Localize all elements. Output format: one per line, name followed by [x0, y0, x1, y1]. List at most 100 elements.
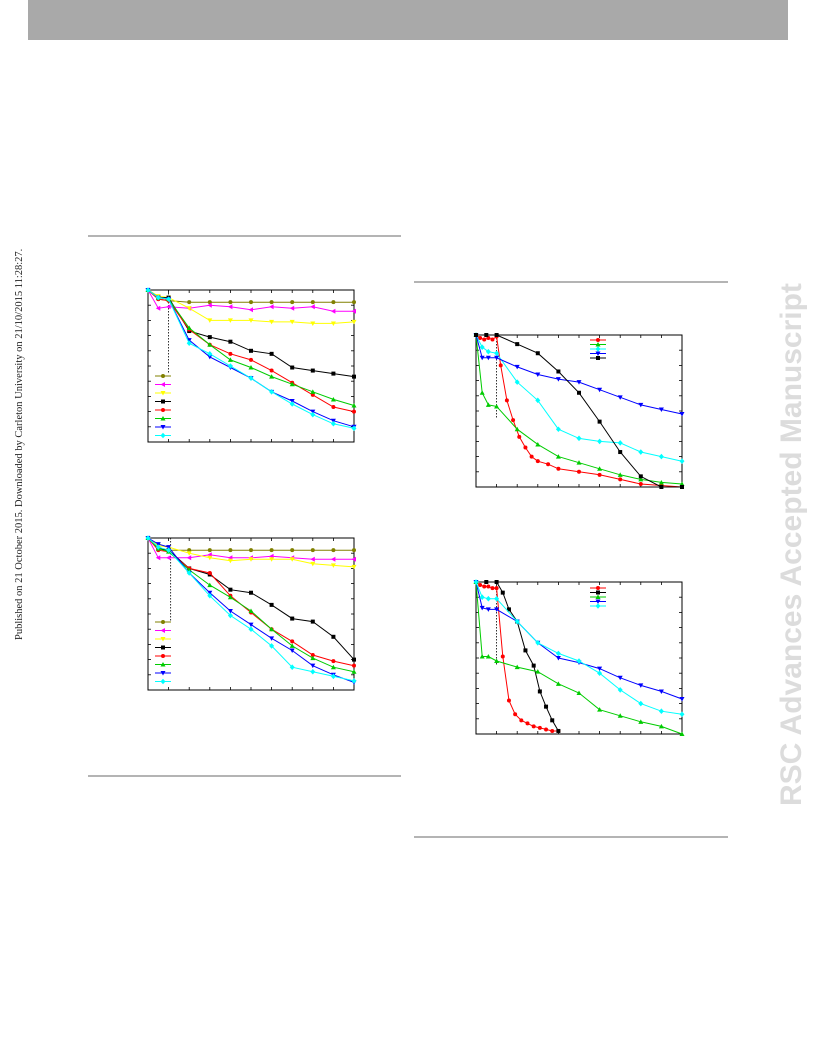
divider-right-bottom [414, 836, 728, 838]
series-0-point-5 [228, 300, 233, 305]
series-2-point-6 [555, 426, 561, 433]
series-1-point-4 [506, 607, 511, 612]
series-0-point-6 [249, 548, 253, 553]
series-4-point-5 [228, 351, 233, 356]
series-4-point-9 [310, 653, 315, 658]
series-1-point-7 [531, 663, 536, 668]
series-1-point-1 [484, 580, 489, 584]
series-2-point-12 [679, 731, 685, 736]
series-2-point-4 [207, 555, 213, 561]
legend-marker-1 [595, 342, 601, 347]
series-0-point-4 [207, 548, 212, 553]
series-0-point-11 [352, 548, 356, 553]
series-2-point-4 [514, 379, 520, 385]
series-1-point-5 [227, 304, 233, 310]
series-0-point-6 [500, 654, 505, 659]
series-5-point-10 [330, 664, 336, 670]
series-0-point-5 [228, 548, 233, 553]
divider-right-top [414, 281, 728, 283]
series-1-point-4 [514, 426, 520, 432]
series-1-point-9 [310, 556, 315, 562]
series-2-point-8 [289, 557, 295, 562]
series-2-point-8 [597, 707, 603, 712]
series-4-point-8 [618, 450, 623, 455]
series-0-point-2 [482, 337, 487, 342]
series-line-3 [147, 537, 355, 660]
series-1-point-6 [248, 307, 253, 313]
series-1-point-4 [207, 302, 212, 308]
series-3-point-10 [331, 634, 336, 639]
series-2-point-7 [576, 435, 582, 442]
series-3-point-8 [290, 616, 295, 621]
series-5-point-6 [248, 365, 254, 370]
series-2-point-6 [248, 557, 254, 562]
series-0-point-14 [550, 728, 555, 733]
series-2-point-2 [485, 348, 491, 355]
series-4-point-4 [207, 570, 212, 575]
series-4-point-3 [494, 595, 500, 602]
series-4-point-3 [515, 342, 520, 347]
series-0-point-2 [482, 584, 487, 589]
series-1-point-10 [330, 556, 336, 562]
series-line-2 [147, 537, 355, 568]
series-6-point-7 [269, 636, 275, 641]
series-5-point-9 [310, 389, 316, 394]
series-4-point-4 [514, 618, 520, 625]
series-0-point-11 [531, 724, 536, 729]
series-5-point-8 [289, 381, 295, 387]
series-2-point-5 [227, 558, 233, 564]
series-3-point-11 [658, 407, 664, 412]
series-1-point-11 [351, 308, 356, 314]
series-4-point-4 [535, 351, 540, 356]
chart-c [473, 332, 685, 489]
series-0-point-1 [478, 336, 483, 341]
series-0-point-15 [577, 469, 581, 474]
series-1-point-11 [658, 479, 664, 485]
series-3-point-8 [290, 365, 295, 370]
series-4-point-9 [310, 392, 315, 397]
series-4-point-6 [555, 650, 561, 657]
series-1-point-5 [535, 441, 541, 447]
legend-marker-0 [596, 586, 600, 590]
series-3-point-11 [352, 657, 356, 662]
series-1-point-1 [479, 390, 485, 395]
series-4-point-2 [494, 333, 499, 337]
series-6-point-6 [248, 622, 254, 628]
series-0-point-12 [535, 459, 540, 464]
series-0-point-9 [517, 434, 522, 439]
series-1-point-11 [556, 728, 561, 733]
series-1-point-2 [166, 304, 171, 310]
series-3-point-4 [207, 335, 212, 340]
series-0-point-1 [478, 583, 483, 588]
series-line-0 [475, 581, 559, 732]
publication-note: Published on 21 October 2015. Downloaded… [14, 248, 25, 640]
series-1-point-3 [186, 555, 192, 561]
divider-left-top [88, 235, 401, 237]
series-0-point-10 [525, 721, 530, 726]
series-4-point-9 [638, 474, 643, 479]
series-1-point-1 [155, 305, 161, 311]
series-4-point-1 [484, 333, 489, 337]
series-3-point-9 [310, 619, 315, 624]
series-0-point-10 [523, 445, 528, 450]
series-0-point-3 [486, 584, 491, 589]
series-5-point-5 [227, 594, 233, 600]
series-3-point-3 [494, 607, 500, 612]
series-1-point-10 [638, 476, 644, 482]
series-0-point-7 [269, 300, 274, 305]
series-3-point-2 [485, 607, 491, 612]
series-3-point-6 [555, 656, 561, 661]
series-0-point-9 [310, 300, 315, 305]
legend-marker-2 [160, 637, 166, 642]
series-0-point-17 [618, 477, 623, 482]
series-3-point-9 [617, 675, 623, 681]
series-1-point-2 [485, 402, 491, 407]
series-0-point-5 [494, 586, 499, 591]
series-0-point-11 [352, 300, 356, 305]
series-5-point-4 [207, 582, 213, 588]
series-2-point-2 [485, 653, 491, 659]
series-0-point-7 [269, 548, 274, 553]
legend-marker-4 [161, 408, 165, 412]
legend-marker-3 [161, 645, 165, 650]
series-0-point-10 [331, 548, 336, 553]
